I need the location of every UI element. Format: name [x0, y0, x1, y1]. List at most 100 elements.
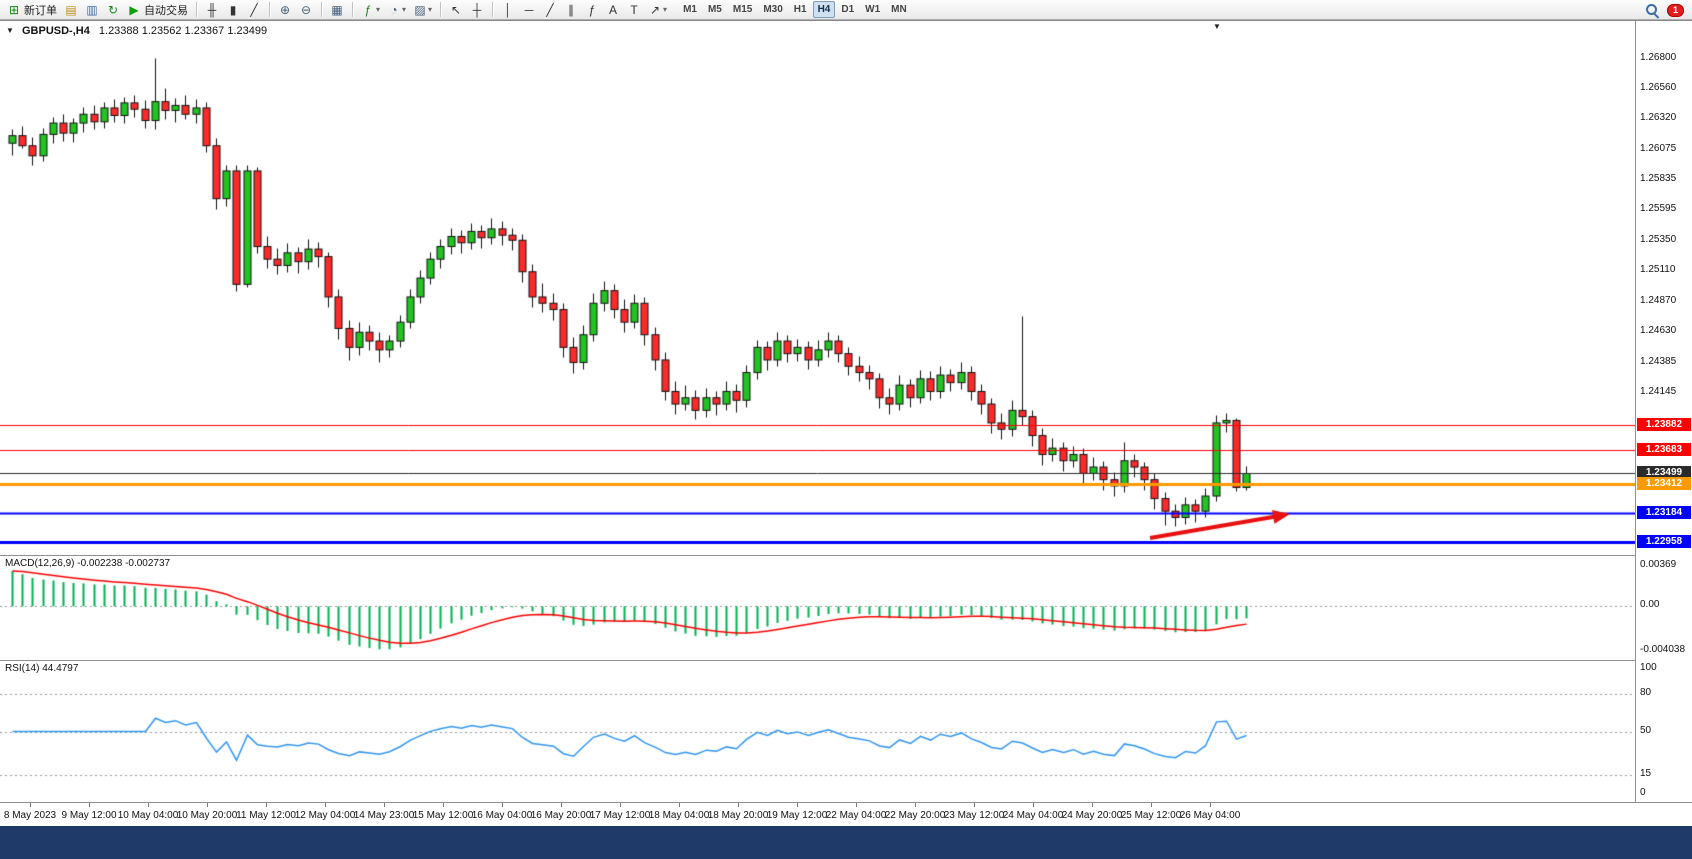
timeframe-m1-button[interactable]: M1 — [683, 4, 697, 15]
price-axis-label: 1.26075 — [1640, 142, 1677, 154]
price-axis-label: 1.24385 — [1640, 355, 1677, 367]
chart-shift-marker-icon[interactable]: ▼ — [1213, 22, 1221, 31]
fibonacci-button[interactable]: ƒ — [582, 1, 602, 19]
time-axis-tick — [856, 803, 857, 807]
chart-symbol-period: GBPUSD-,H4 — [21, 25, 90, 37]
time-axis-tick — [620, 803, 621, 807]
rsi-panel: RSI(14) 44.4797 — [0, 660, 1635, 802]
price-axis-label: 1.25835 — [1640, 173, 1677, 185]
price-axis[interactable]: 1.26800 1.26560 1.26320 1.26075 1.25835 1.255… — [1635, 21, 1692, 802]
search-icon-handle — [1653, 12, 1660, 19]
time-axis-tick — [1151, 803, 1152, 807]
vertical-line-button[interactable]: │ — [498, 1, 518, 19]
text-icon: A — [609, 2, 618, 17]
search-icon[interactable] — [1645, 3, 1660, 19]
time-axis-label: 25 May 12:00 — [1120, 810, 1182, 821]
rsi-axis-label: 15 — [1640, 768, 1652, 780]
macd-axis-label: 0.00 — [1640, 599, 1660, 611]
timeframe-m30-button[interactable]: M30 — [763, 4, 783, 15]
dropdown-arrow-icon: ▾ — [663, 5, 668, 14]
profiles-button[interactable]: ▥ — [82, 1, 102, 19]
time-axis-label: 16 May 20:00 — [530, 810, 592, 821]
timeframe-d1-button[interactable]: D1 — [841, 4, 855, 15]
price-axis-label: 1.25595 — [1640, 203, 1677, 215]
text-button[interactable]: A — [603, 1, 623, 19]
autotrading-button[interactable]: ▶ 自动交易 — [124, 1, 191, 19]
price-tag: 1.23412 — [1637, 477, 1691, 491]
refresh-button[interactable]: ↻ — [103, 1, 123, 19]
rsi-axis-label: 80 — [1640, 687, 1652, 698]
toolbar-separator — [440, 2, 442, 17]
timeframe-m15-button[interactable]: M15 — [732, 4, 753, 15]
fibonacci-icon: ƒ — [588, 2, 596, 17]
autotrading-button-label: 自动交易 — [144, 4, 188, 17]
ohlc-bars-button[interactable]: ╫ — [202, 1, 222, 19]
tile-windows-button[interactable]: ▦ — [327, 1, 347, 19]
candlestick-button[interactable]: ▮ — [223, 1, 243, 19]
toolbar-buttons: ⊞ 新订单 ▤ ▥ ↻ ▶ 自动交易 ╫ ▮ ╱ ⊕ ⊖ ▦ ƒ ▾ ◔ ▾ ▨ ▾ ↖ ┼ │ ─ ╱ ∥ ƒ A T ↗ ▾ — [4, 1, 670, 19]
time-axis-label: 23 May 12:00 — [943, 810, 1005, 821]
rsi-canvas[interactable] — [0, 661, 1635, 802]
price-tag: 1.23499 — [1637, 466, 1691, 480]
macd-panel: MACD(12,26,9) -0.002238 -0.002737 — [0, 555, 1635, 660]
time-axis-label: 11 May 12:00 — [236, 810, 296, 821]
new-order-button-label: 新订单 — [24, 4, 57, 17]
timeframe-toolbar: M1 M5 M15 M30 H1 H4 D1 W1 MN — [678, 1, 912, 18]
timeframe-w1-button[interactable]: W1 — [865, 4, 881, 15]
time-axis-tick — [974, 803, 975, 807]
rsi-axis-label: 100 — [1640, 662, 1657, 673]
dropdown-arrow-icon: ▾ — [376, 5, 381, 14]
label-button[interactable]: T — [624, 1, 644, 19]
profiles-icon: ▥ — [86, 2, 98, 17]
label-icon: T — [630, 2, 638, 17]
trendline-button[interactable]: ╱ — [540, 1, 560, 19]
rsi-axis-label: 0 — [1640, 787, 1646, 798]
macd-axis-label: -0.004038 — [1640, 643, 1686, 655]
price-axis-label: 1.26560 — [1640, 81, 1677, 93]
periods-button[interactable]: ◔ ▾ — [384, 1, 409, 19]
toolbar-separator — [269, 2, 270, 17]
timeframe-h4-button[interactable]: H4 — [812, 1, 836, 18]
time-axis-label: 22 May 20:00 — [884, 810, 946, 821]
price-tag: 1.23184 — [1637, 506, 1691, 520]
zoom-in-button[interactable]: ⊕ — [275, 1, 295, 19]
time-axis-tick — [266, 803, 267, 807]
time-axis-tick — [325, 803, 326, 807]
price-chart-panel: ▼ GBPUSD-,H4 1.23388 1.23562 1.23367 1.2… — [0, 21, 1635, 554]
time-axis-tick — [738, 803, 739, 807]
time-axis-tick — [1033, 803, 1034, 807]
line-chart-button[interactable]: ╱ — [244, 1, 264, 19]
time-axis-tick — [30, 803, 31, 807]
macd-canvas[interactable] — [0, 556, 1635, 660]
time-axis[interactable]: 8 May 2023 9 May 12:00 10 May 04:00 10 May … — [0, 802, 1692, 828]
price-axis-label: 1.24145 — [1640, 386, 1677, 398]
arrows-button[interactable]: ↗ ▾ — [645, 1, 670, 19]
templates-button[interactable]: ▨ ▾ — [410, 1, 435, 19]
new-order-icon: ⊞ — [8, 2, 20, 17]
price-chart-canvas[interactable] — [0, 21, 1635, 554]
price-axis-label: 1.24870 — [1640, 294, 1677, 306]
time-axis-tick — [679, 803, 680, 807]
time-axis-tick — [443, 803, 444, 807]
time-axis-label: 8 May 2023 — [3, 810, 57, 821]
toolbar-separator — [492, 2, 494, 17]
chart-window: ▼ GBPUSD-,H4 1.23388 1.23562 1.23367 1.2… — [0, 20, 1692, 828]
time-axis-label: 19 May 12:00 — [766, 810, 828, 821]
timeframe-mn-button[interactable]: MN — [891, 4, 907, 15]
timeframe-h1-button[interactable]: H1 — [793, 4, 807, 15]
chart-window-button[interactable]: ▤ — [61, 1, 81, 19]
time-axis-label: 12 May 04:00 — [294, 810, 356, 821]
indicators-button[interactable]: ƒ ▾ — [358, 1, 383, 19]
crosshair-button[interactable]: ┼ — [467, 1, 487, 19]
horizontal-line-button[interactable]: ─ — [519, 1, 539, 19]
cursor-button[interactable]: ↖ — [446, 1, 466, 19]
new-order-button[interactable]: ⊞ 新订单 — [4, 1, 60, 19]
collapse-arrow-icon[interactable]: ▼ — [6, 26, 14, 35]
notification-badge[interactable]: 1 — [1667, 3, 1684, 17]
time-axis-label: 9 May 12:00 — [61, 810, 117, 821]
channel-button[interactable]: ∥ — [561, 1, 581, 19]
dropdown-arrow-icon: ▾ — [428, 5, 433, 14]
timeframe-m5-button[interactable]: M5 — [707, 4, 722, 15]
zoom-out-button[interactable]: ⊖ — [296, 1, 316, 19]
